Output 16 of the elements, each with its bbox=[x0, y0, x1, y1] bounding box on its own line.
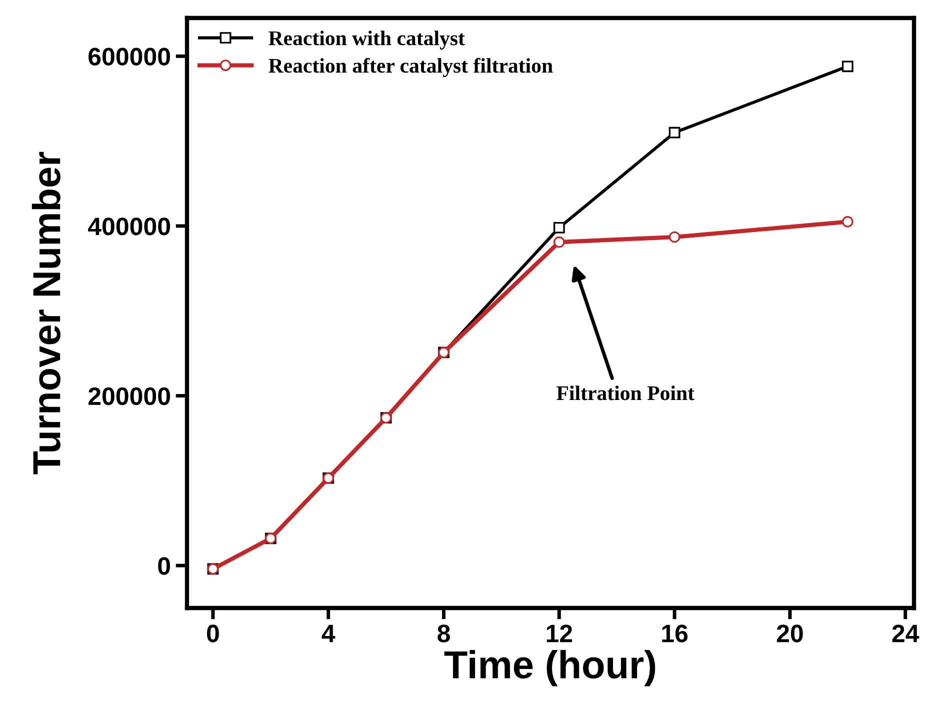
y-tick-label: 400000 bbox=[88, 218, 170, 236]
y-axis-title: Turnover Number bbox=[32, 152, 60, 474]
x-tick-label: 12 bbox=[546, 624, 572, 642]
x-tick-label: 16 bbox=[662, 624, 688, 642]
y-tick-label: 0 bbox=[158, 557, 170, 575]
x-axis-title: Time (hour) bbox=[444, 650, 656, 686]
y-tick-label: 600000 bbox=[88, 48, 170, 66]
x-tick-label: 0 bbox=[207, 624, 219, 642]
legend-label: Reaction after catalyst filtration bbox=[268, 58, 553, 78]
x-tick-label: 8 bbox=[438, 624, 450, 642]
y-tick-label: 200000 bbox=[88, 387, 170, 406]
x-tick-label: 20 bbox=[776, 624, 803, 642]
x-tick-label: 24 bbox=[892, 624, 920, 642]
legend-label: Reaction with catalyst bbox=[268, 30, 465, 50]
annotation: Filtration Point bbox=[556, 386, 694, 400]
x-tick-label: 4 bbox=[322, 624, 336, 642]
